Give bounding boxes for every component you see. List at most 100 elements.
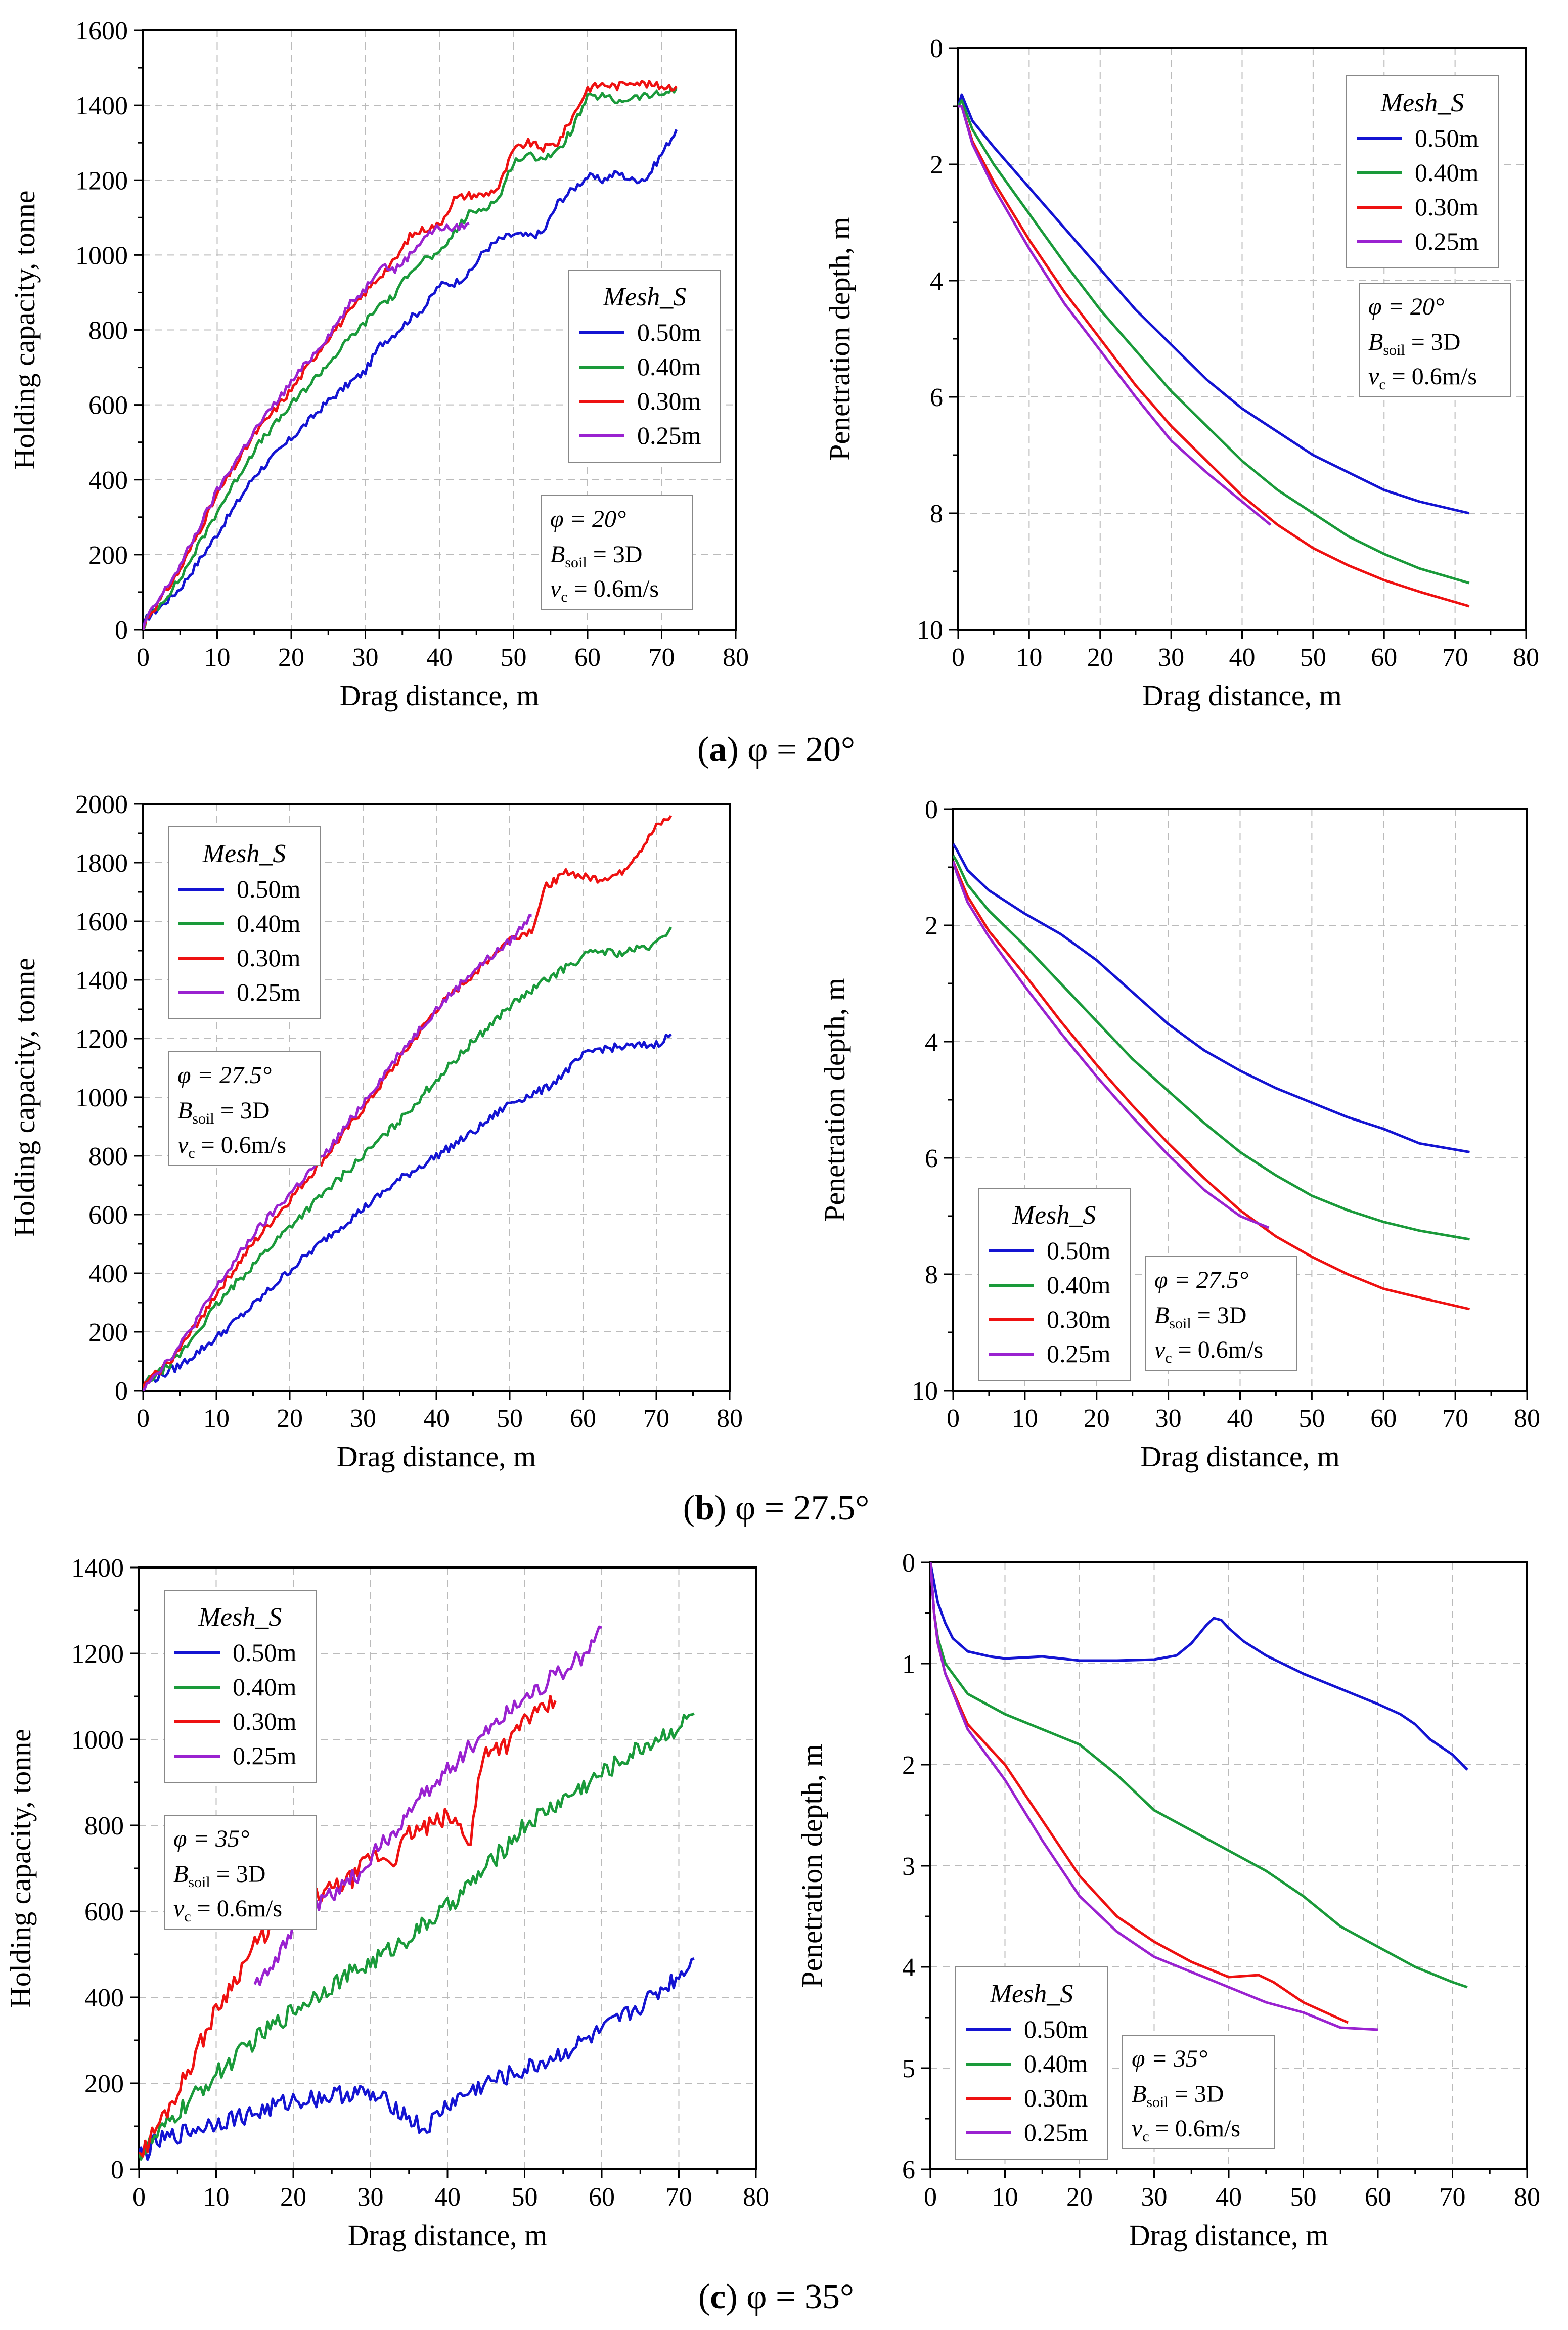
annotation-velocity: vc = 0.6m/s <box>1154 1336 1263 1366</box>
annotation-frame <box>164 1815 317 1930</box>
series-group <box>139 1625 695 2161</box>
y-tick-label: 0 <box>925 795 938 824</box>
series-line-0.30m <box>143 79 678 630</box>
y-tick-label: 800 <box>84 1812 124 1841</box>
legend: Mesh_S 0.50m 0.40m 0.30m 0.25m <box>164 1590 317 1783</box>
x-tick-label: 70 <box>666 2183 692 2212</box>
velocity-value: = 0.6m/s <box>1386 363 1477 390</box>
series-line-0.40m <box>143 926 673 1391</box>
chart-a-holding: 0 10 20 30 40 50 60 70 8002004006008001000120014… <box>8 17 749 712</box>
legend-entry-label: 0.30m <box>637 387 701 415</box>
chart-c-holding: 0 10 20 30 40 50 60 70 8002004006008001000120014… <box>4 1554 769 2252</box>
y-tick-label: 0 <box>115 616 128 645</box>
legend-entry-label: 0.40m <box>1415 158 1479 187</box>
y-tick-label: 1800 <box>75 849 128 878</box>
series-line-0.30m <box>930 1562 1349 2024</box>
y-tick-label: 1600 <box>75 908 128 936</box>
legend-entry-label: 0.25m <box>233 1741 297 1770</box>
y-tick-label: 2 <box>902 1751 915 1780</box>
series-line-0.25m <box>143 222 470 630</box>
x-tick-label: 40 <box>1227 1404 1253 1433</box>
annotation-bsoil: Bsoil = 3D <box>1132 2081 1224 2111</box>
bsoil-subscript: soil <box>1383 342 1405 359</box>
x-tick-label: 50 <box>1290 2183 1317 2212</box>
bsoil-value: = 3D <box>1169 2081 1224 2108</box>
bsoil-value: = 3D <box>1191 1302 1247 1329</box>
velocity-symbol: v <box>177 1132 189 1158</box>
y-tick-label: 800 <box>88 317 128 345</box>
annotation-velocity: vc = 0.6m/s <box>173 1895 282 1925</box>
annotation-phi: φ = 27.5° <box>1154 1267 1248 1293</box>
x-tick-label: 60 <box>574 643 601 672</box>
x-tick-label: 60 <box>589 2183 615 2212</box>
x-tick-label: 80 <box>1513 643 1539 672</box>
y-tick-label: 10 <box>912 1377 938 1406</box>
x-tick-label: 80 <box>1514 2183 1540 2212</box>
y-tick-label: 200 <box>88 1318 128 1347</box>
y-tick-label: 1000 <box>75 1084 128 1112</box>
charts-layer: 0 10 20 30 40 50 60 70 8002004006008001000120014… <box>4 17 1540 2252</box>
bsoil-value: = 3D <box>587 541 643 568</box>
x-tick-label: 50 <box>1300 643 1326 672</box>
velocity-value: = 0.6m/s <box>1172 1336 1263 1363</box>
x-tick-label: 50 <box>512 2183 538 2212</box>
series-line-0.50m <box>953 843 1470 1153</box>
legend: Mesh_S 0.50m 0.40m 0.30m 0.25m <box>568 270 721 463</box>
x-tick-label: 60 <box>1365 2183 1391 2212</box>
x-tick-label: 10 <box>203 2183 230 2212</box>
x-tick-label: 20 <box>277 1404 303 1433</box>
annotation-frame <box>1359 283 1511 397</box>
chart-c-depth: 0 10 20 30 40 50 60 70 80 0 1 2 3 4 5 6 Drag distance, m… <box>795 1549 1540 2252</box>
caption-b: (b) φ = 27.5° <box>683 1489 869 1528</box>
x-tick-label: 40 <box>434 2183 461 2212</box>
velocity-subscript: c <box>561 589 567 605</box>
x-tick-label: 80 <box>723 643 749 672</box>
x-tick-label: 10 <box>992 2183 1018 2212</box>
annotation-velocity: vc = 0.6m/s <box>1132 2115 1240 2145</box>
y-tick-label: 0 <box>930 34 943 63</box>
annotation-bsoil: Bsoil = 3D <box>173 1861 265 1891</box>
bsoil-value: = 3D <box>210 1861 266 1888</box>
x-tick-label: 20 <box>280 2183 306 2212</box>
y-tick-label: 6 <box>925 1144 938 1173</box>
svg-text:(a) φ = 20°: (a) φ = 20° <box>697 730 855 769</box>
y-tick-label: 8 <box>930 500 943 528</box>
x-tick-label: 0 <box>132 2183 146 2212</box>
series-group <box>953 843 1470 1311</box>
x-axis-title: Drag distance, m <box>1142 679 1342 712</box>
y-tick-label: 1200 <box>75 166 128 195</box>
legend-entry-label: 0.25m <box>237 978 301 1006</box>
series-group <box>143 79 678 630</box>
legend-entry-label: 0.30m <box>233 1707 297 1735</box>
x-tick-label: 70 <box>1442 1404 1468 1433</box>
series-line-0.25m <box>953 861 1270 1229</box>
velocity-symbol: v <box>173 1895 185 1922</box>
annotation-phi: φ = 20° <box>550 506 626 532</box>
y-axis-title: Holding capacity, tonne <box>4 1729 37 2008</box>
legend-title: Mesh_S <box>202 839 286 868</box>
legend-title: Mesh_S <box>1012 1201 1096 1230</box>
legend-entry-label: 0.30m <box>237 944 301 972</box>
legend-box <box>955 1966 1108 2160</box>
velocity-value: = 0.6m/s <box>1149 2115 1240 2142</box>
y-axis-title: Penetration depth, m <box>823 217 856 461</box>
y-tick-label: 400 <box>88 1260 128 1288</box>
x-tick-label: 60 <box>570 1404 596 1433</box>
bsoil-subscript: soil <box>1146 2094 1168 2111</box>
y-tick-label: 600 <box>84 1898 124 1926</box>
y-tick-label: 1400 <box>75 92 128 120</box>
y-tick-label: 4 <box>902 1953 915 1982</box>
x-tick-label: 20 <box>278 643 304 672</box>
velocity-subscript: c <box>1165 1350 1172 1366</box>
bsoil-subscript: soil <box>188 1874 210 1891</box>
x-tick-label: 70 <box>643 1404 669 1433</box>
x-tick-label: 30 <box>352 643 379 672</box>
y-tick-label: 2000 <box>75 790 128 819</box>
x-tick-label: 40 <box>426 643 453 672</box>
bsoil-symbol: B <box>550 541 565 568</box>
x-axis-title: Drag distance, m <box>348 2219 548 2252</box>
x-tick-label: 50 <box>497 1404 523 1433</box>
x-axis-title: Drag distance, m <box>337 1440 536 1473</box>
x-tick-label: 50 <box>1298 1404 1325 1433</box>
